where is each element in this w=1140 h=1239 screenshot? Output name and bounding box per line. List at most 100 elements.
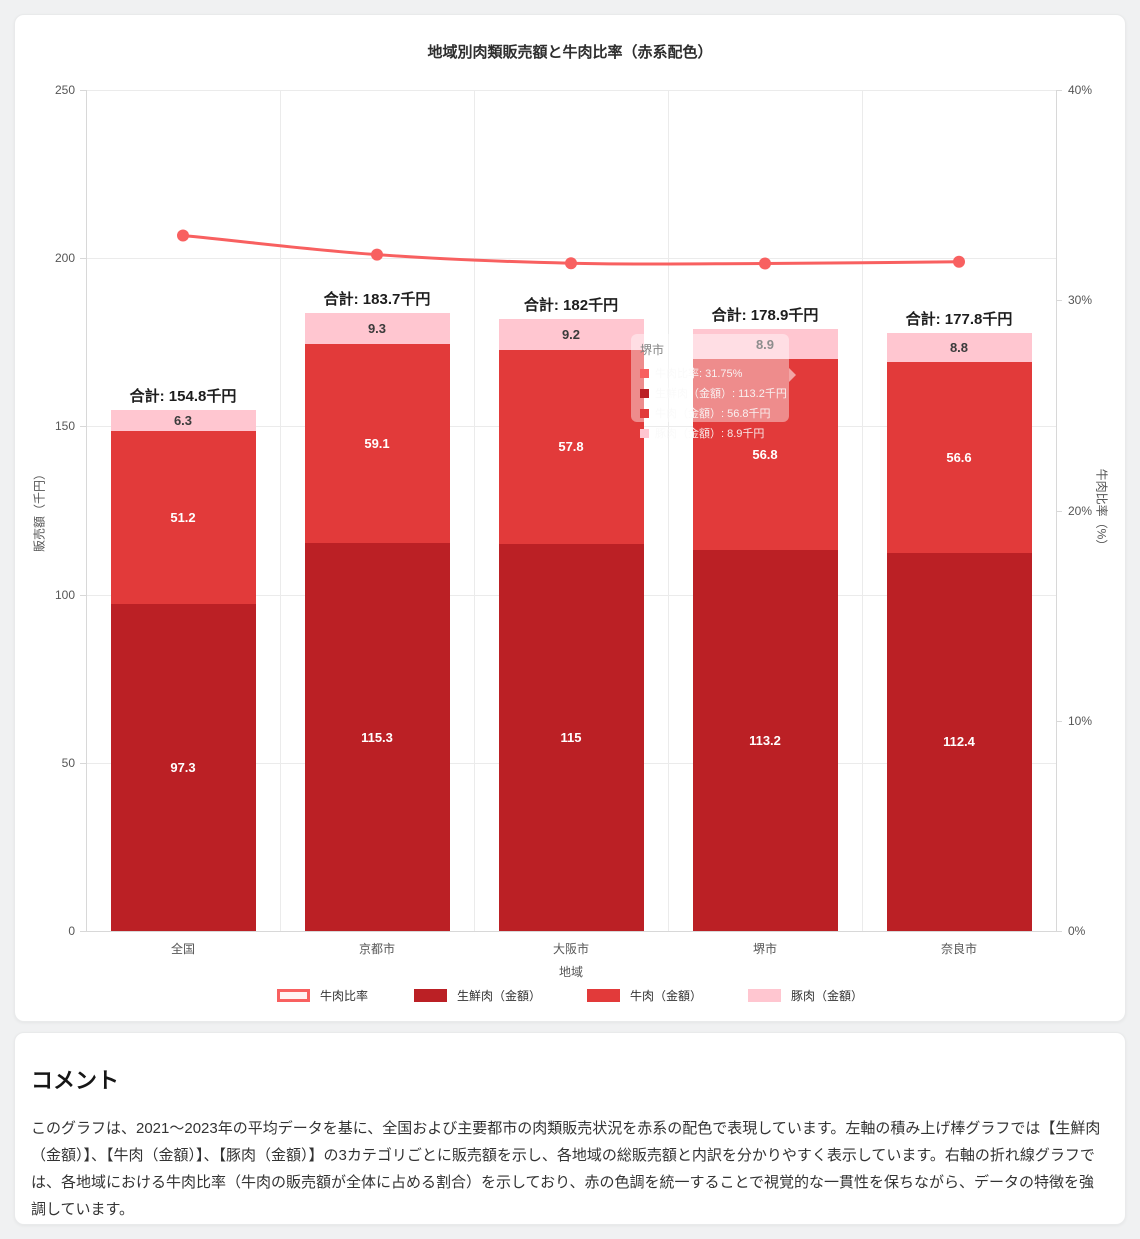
gridline-v (474, 90, 475, 931)
bar-total-label: 合計: 154.8千円 (129, 388, 237, 406)
bar-segment-0-2[interactable]: 6.3 (110, 410, 256, 432)
legend-item-2[interactable]: 牛肉（金額） (587, 987, 702, 1004)
line-point-4[interactable] (953, 255, 965, 268)
right-axis-tick-label: 20% (1068, 503, 1093, 518)
x-axis-tick-label: 奈良市 (940, 942, 978, 956)
right-axis-tick-label: 0% (1068, 924, 1086, 938)
line-point-3[interactable] (759, 257, 771, 270)
bar-segment-value: 112.4 (943, 734, 975, 750)
tick-mark-left (80, 594, 86, 596)
tick-mark-right (1056, 510, 1062, 512)
x-axis-tick-label: 全国 (170, 942, 196, 956)
line-point-2[interactable] (565, 257, 577, 270)
bar-segment-3-0[interactable]: 113.2 (692, 550, 838, 931)
gridline-h (86, 931, 1056, 932)
comment-card: コメント このグラフは、2021～2023年の平均データを基に、全国および主要都… (14, 1032, 1126, 1225)
tooltip-text: 豚肉（金額）: 8.9千円 (655, 428, 765, 440)
bar-segment-value: 56.6 (946, 450, 972, 466)
chart-card: 地域別肉類販売額と牛肉比率（赤系配色） 販売額（千円） 牛肉比率（%） 地域 2… (14, 14, 1126, 1022)
bar-segment-0-0[interactable]: 97.3 (110, 603, 256, 931)
bar-segment-value: 115 (560, 730, 582, 746)
left-axis-tick-label: 50 (61, 755, 75, 770)
bar-segment-3-1[interactable]: 56.8 (692, 359, 838, 551)
right-axis-tick-label: 30% (1068, 293, 1093, 308)
bar-segment-0-1[interactable]: 51.2 (110, 431, 256, 604)
tick-mark-left (80, 90, 86, 91)
x-axis-tick-label: 堺市 (752, 942, 778, 956)
legend-item-label: 生鮮肉（金額） (456, 989, 541, 1003)
gridline-v (862, 90, 863, 931)
tooltip-marker-icon (640, 408, 649, 418)
legend-item-1[interactable]: 生鮮肉（金額） (413, 987, 541, 1004)
bar-segment-value: 6.3 (173, 413, 193, 429)
bar-total-label: 合計: 182千円 (523, 296, 619, 314)
bar-segment-value: 115.3 (361, 729, 393, 745)
tooltip-row-1: 生鮮肉（金額）: 113.2千円 (640, 385, 787, 401)
legend: 牛肉比率 生鮮肉（金額） 牛肉（金額） 豚肉（金額） (15, 987, 1125, 1004)
bar-segment-4-1[interactable]: 56.6 (886, 362, 1032, 553)
bar-segment-value: 59.1 (364, 436, 390, 452)
legend-item-label: 牛肉（金額） (630, 989, 703, 1003)
bar-segment-value: 57.8 (558, 439, 584, 455)
legend-item-3[interactable]: 豚肉（金額） (748, 987, 863, 1004)
bar-segment-value: 97.3 (170, 759, 196, 775)
tooltip: 堺市牛肉比率: 31.75% 生鮮肉（金額）: 113.2千円 牛肉（金額）: 56… (631, 334, 796, 440)
left-axis-tick-label: 100 (54, 587, 75, 602)
x-axis-tick-label: 京都市 (358, 942, 396, 956)
gridline-v (280, 90, 281, 931)
bar-segment-4-0[interactable]: 112.4 (886, 552, 1032, 931)
left-axis-tick-label: 0 (68, 924, 75, 938)
tooltip-text: 生鮮肉（金額）: 113.2千円 (655, 388, 787, 400)
tooltip-marker-icon (640, 428, 649, 438)
tooltip-text: 牛肉比率: 31.75% (655, 368, 743, 380)
gridline-v (1056, 90, 1057, 931)
bar-total-label: 合計: 177.8千円 (905, 310, 1013, 328)
bar-total-label: 合計: 178.9千円 (711, 307, 819, 325)
tooltip-row-2: 牛肉（金額）: 56.8千円 (640, 405, 780, 421)
legend-item-label: 豚肉（金額） (791, 989, 864, 1003)
right-axis-title: 牛肉比率（%） (1094, 468, 1109, 552)
x-axis-title: 地域 (558, 965, 584, 979)
bar-segment-2-0[interactable]: 115 (498, 544, 644, 931)
gridline-h (86, 90, 1056, 91)
tooltip-caret-icon (789, 368, 796, 382)
x-axis-tick-label: 大阪市 (552, 942, 590, 956)
tick-mark-left (80, 931, 86, 932)
bar-total-label: 合計: 183.7千円 (323, 291, 431, 309)
tick-mark-left (80, 258, 86, 260)
tooltip-text: 牛肉（金額）: 56.8千円 (655, 408, 771, 420)
legend-item-label: 牛肉比率 (319, 989, 368, 1003)
bar-segment-value: 8.9 (755, 336, 775, 352)
left-axis-title: 販売額（千円） (32, 467, 47, 553)
bar-segment-1-1[interactable]: 59.1 (304, 344, 450, 544)
tooltip-marker-icon (640, 388, 649, 398)
gridline-v (668, 90, 669, 931)
bar-segment-2-2[interactable]: 9.2 (498, 318, 644, 350)
bar-segment-value: 8.8 (949, 340, 969, 356)
legend-line-swatch-icon (276, 989, 310, 1002)
legend-bar-swatch-icon (587, 989, 620, 1002)
right-axis-tick-label: 40% (1068, 83, 1093, 97)
bar-segment-1-2[interactable]: 9.3 (304, 313, 450, 345)
tooltip-title: 堺市 (640, 343, 665, 357)
line-point-1[interactable] (371, 248, 383, 261)
left-axis-tick-label: 250 (54, 83, 75, 97)
legend-item-0[interactable]: 牛肉比率 (276, 987, 368, 1004)
beef-ratio-line-layer (177, 229, 965, 270)
tooltip-row-0: 牛肉比率: 31.75% (640, 365, 780, 381)
line-point-0[interactable] (177, 229, 189, 242)
right-axis-tick-label: 10% (1068, 713, 1093, 728)
gridline-v (86, 90, 87, 931)
left-axis-tick-label: 200 (54, 251, 75, 266)
bar-segment-value: 113.2 (749, 733, 781, 749)
tick-mark-right (1056, 931, 1062, 932)
bar-segment-3-2[interactable]: 8.9 (692, 329, 838, 360)
bar-segment-value: 9.2 (561, 326, 581, 342)
bar-segment-4-2[interactable]: 8.8 (886, 332, 1032, 363)
tick-mark-left (80, 762, 86, 764)
bar-segment-value: 56.8 (752, 447, 778, 463)
legend-bar-swatch-icon (748, 989, 782, 1002)
bar-segment-2-1[interactable]: 57.8 (498, 349, 644, 545)
bar-segment-1-0[interactable]: 115.3 (304, 543, 450, 931)
